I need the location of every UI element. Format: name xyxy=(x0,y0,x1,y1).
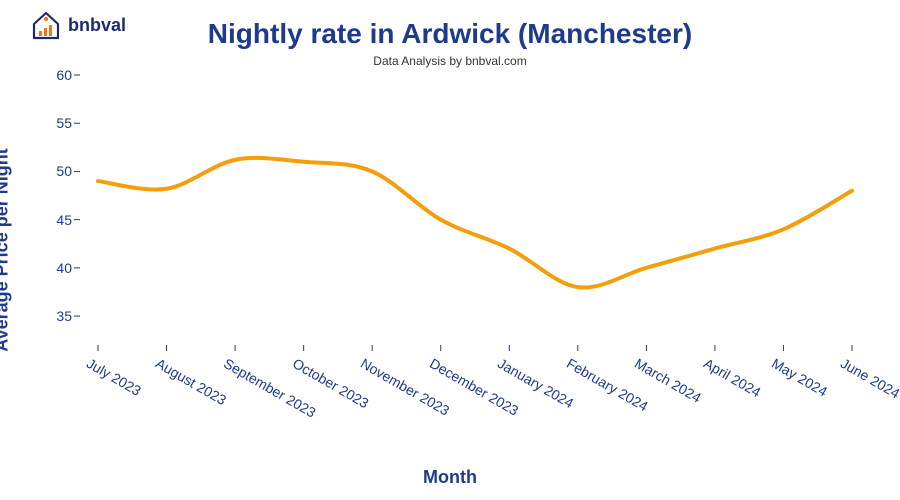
x-tick-label: April 2024 xyxy=(701,355,764,400)
y-tick-label: 35 xyxy=(42,308,72,324)
series-line xyxy=(98,158,852,288)
y-tick-label: 60 xyxy=(42,67,72,83)
chart-subtitle: Data Analysis by bnbval.com xyxy=(0,54,900,68)
x-tick-label: July 2023 xyxy=(84,355,144,399)
y-tick-label: 40 xyxy=(42,260,72,276)
plot-area: 354045505560 July 2023August 2023Septemb… xyxy=(80,75,870,345)
line-chart-svg xyxy=(80,75,870,345)
y-tick-label: 55 xyxy=(42,115,72,131)
y-tick-label: 45 xyxy=(42,212,72,228)
x-tick-label: June 2024 xyxy=(838,355,900,402)
x-tick-label: August 2023 xyxy=(153,355,229,408)
chart-container: bnbval Nightly rate in Ardwick (Manchest… xyxy=(0,0,900,500)
x-tick-label: May 2024 xyxy=(769,355,830,400)
x-axis-label: Month xyxy=(0,467,900,488)
chart-title: Nightly rate in Ardwick (Manchester) xyxy=(0,18,900,50)
y-tick-label: 50 xyxy=(42,163,72,179)
